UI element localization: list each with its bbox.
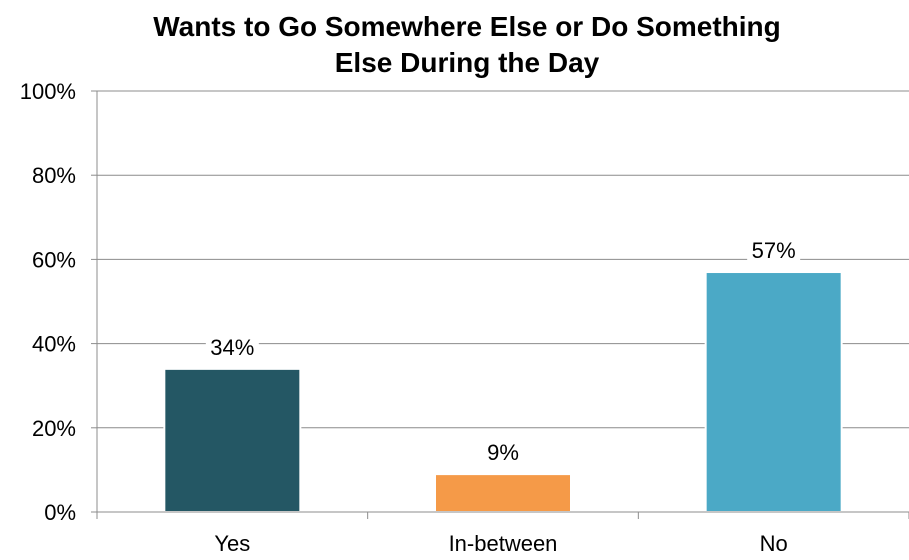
data-labels: 34% 9% 57% <box>205 234 801 467</box>
bar <box>434 473 572 513</box>
y-tick-label: 40% <box>32 332 76 357</box>
chart-title-line-2: Else During the Day <box>335 47 600 78</box>
data-label: 34% <box>210 335 254 360</box>
data-label: 9% <box>487 440 519 465</box>
data-label: 57% <box>752 238 796 263</box>
y-tick-label: 80% <box>32 163 76 188</box>
bars <box>163 271 843 513</box>
data-label-bg <box>483 436 523 467</box>
y-tick-label: 60% <box>32 247 76 272</box>
bar <box>163 367 302 513</box>
y-tick-label: 20% <box>32 416 76 441</box>
y-axis-ticks: 0% 20% 40% 60% 80% 100% <box>20 79 97 525</box>
x-tick-label: Yes <box>214 531 250 556</box>
x-axis: Yes In-between No <box>96 91 909 556</box>
x-tick-label: No <box>760 531 788 556</box>
y-tick-label: 0% <box>44 500 76 525</box>
chart-title-line-1: Wants to Go Somewhere Else or Do Somethi… <box>153 11 780 42</box>
data-label-bg <box>747 234 801 265</box>
bar <box>704 271 843 513</box>
x-tick-label: In-between <box>449 531 558 556</box>
y-tick-label: 100% <box>20 79 76 104</box>
data-label-bg <box>205 330 259 361</box>
